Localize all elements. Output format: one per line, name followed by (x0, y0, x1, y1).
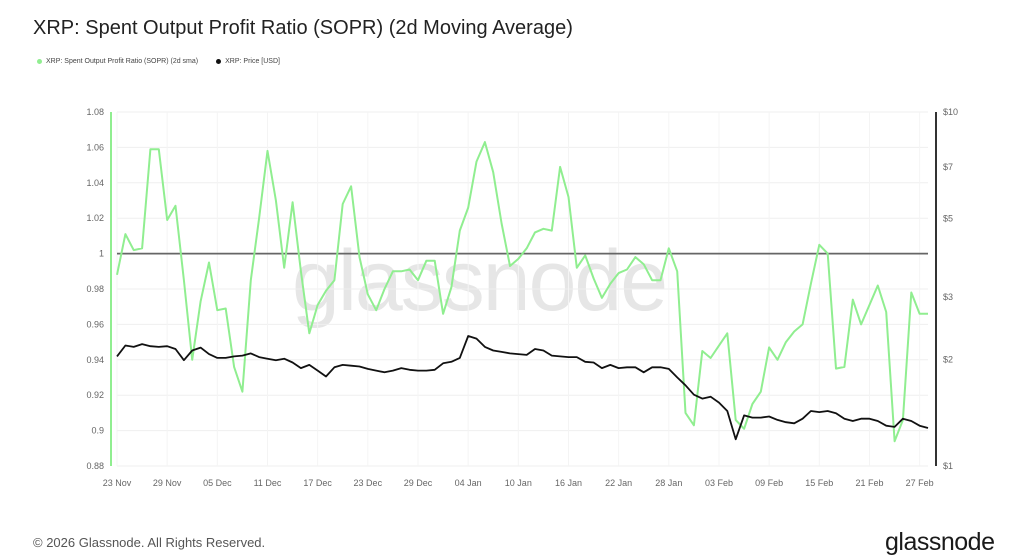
series-lines (116, 141, 929, 443)
x-tick-label: 09 Feb (755, 478, 783, 488)
legend-item-price[interactable]: XRP: Price [USD] (216, 58, 280, 65)
right-tick-label: $2 (943, 354, 953, 364)
x-tick-label: 04 Jan (455, 478, 482, 488)
left-tick-label: 1.06 (86, 142, 104, 152)
right-tick-label: $10 (943, 107, 958, 117)
left-tick-label: 1.02 (86, 213, 104, 223)
x-tick-label: 11 Dec (254, 478, 282, 488)
x-tick-label: 29 Dec (404, 478, 433, 488)
x-tick-label: 03 Feb (705, 478, 733, 488)
left-tick-label: 0.92 (86, 390, 104, 400)
left-tick-label: 0.98 (86, 284, 104, 294)
x-axis: 23 Nov 29 Nov 05 Dec 11 Dec 17 Dec 23 Dec 29 D… (103, 478, 934, 488)
left-tick-label: 0.88 (86, 461, 104, 471)
legend: XRP: Spent Output Profit Ratio (SOPR) (2… (37, 58, 280, 65)
brand-logo[interactable]: glassnode (885, 528, 995, 556)
x-tick-label: 17 Dec (303, 478, 332, 488)
x-tick-label: 16 Jan (555, 478, 582, 488)
x-tick-label: 22 Jan (605, 478, 632, 488)
x-tick-label: 23 Nov (103, 478, 132, 488)
right-axis: $1 $2 $3 $5 $7 $10 (935, 107, 958, 471)
x-tick-label: 21 Feb (855, 478, 883, 488)
left-tick-label: 0.94 (86, 355, 104, 365)
left-tick-label: 1 (99, 249, 104, 259)
x-tick-label: 29 Nov (153, 478, 182, 488)
right-tick-label: $1 (943, 461, 953, 471)
x-tick-label: 28 Jan (655, 478, 682, 488)
legend-swatch-price (216, 59, 222, 64)
left-axis: 0.88 0.9 0.92 0.94 0.96 0.98 1 1.02 1.04 1.06 1.08 (86, 107, 112, 471)
x-tick-label: 15 Feb (805, 478, 833, 488)
x-tick-label: 05 Dec (203, 478, 232, 488)
chart-title: XRP: Spent Output Profit Ratio (SOPR) (2… (33, 17, 573, 39)
left-tick-label: 1.08 (86, 107, 104, 117)
left-tick-label: 0.96 (86, 319, 104, 329)
price-line (116, 335, 929, 441)
left-tick-label: 0.9 (91, 426, 104, 436)
legend-label-sopr: XRP: Spent Output Profit Ratio (SOPR) (2… (46, 58, 199, 65)
copyright: © 2026 Glassnode. All Rights Reserved. (33, 535, 266, 550)
legend-swatch-sopr (37, 59, 42, 64)
legend-item-sopr[interactable]: XRP: Spent Output Profit Ratio (SOPR) (2… (37, 58, 198, 65)
right-tick-label: $3 (943, 292, 953, 302)
left-tick-label: 1.04 (86, 178, 104, 188)
x-tick-label: 23 Dec (354, 478, 383, 488)
x-tick-label: 27 Feb (906, 478, 934, 488)
x-tick-label: 10 Jan (505, 478, 532, 488)
sopr-line (116, 141, 928, 443)
gridlines (116, 111, 928, 467)
legend-label-price: XRP: Price [USD] (225, 58, 280, 65)
right-tick-label: $7 (943, 162, 953, 172)
right-tick-label: $5 (943, 214, 953, 224)
